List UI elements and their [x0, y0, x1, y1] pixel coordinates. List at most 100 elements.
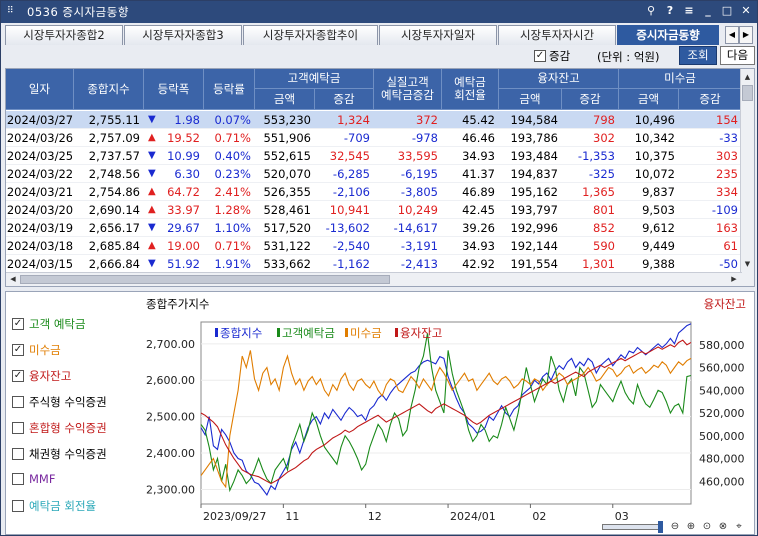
tab-market-investor-2[interactable]: 시장투자자종합2: [5, 25, 123, 45]
header-date[interactable]: 일자: [6, 69, 74, 110]
tab-market-investor-time[interactable]: 시장투자자시간: [498, 25, 616, 45]
cell-change: ▲ 19.52: [144, 129, 204, 147]
tab-market-investor-trend[interactable]: 시장투자자종합추이: [243, 25, 378, 45]
maximize-button[interactable]: □: [721, 4, 733, 17]
checkbox-unchecked-icon[interactable]: [12, 422, 24, 434]
menu-grid-icon[interactable]: ⠿: [7, 6, 14, 16]
header-credit-diff[interactable]: 증감: [562, 89, 619, 110]
table-row[interactable]: 2024/03/22 2,748.56 ▼ 6.30 0.23% 520,070 -6,28…: [6, 165, 742, 183]
settings-icon[interactable]: ≡: [684, 4, 694, 17]
minimize-button[interactable]: _: [705, 4, 711, 17]
table-row[interactable]: 2024/03/20 2,690.14 ▲ 33.97 1.28% 528,461 10,9…: [6, 201, 742, 219]
cell-dep-amt: 517,520: [263, 221, 311, 235]
tab-market-investor-daily[interactable]: 시장투자자일자: [379, 25, 497, 45]
series-toggle[interactable]: 예탁금 회전율: [12, 498, 96, 514]
series-toggle-label: 채권형 수익증권: [29, 447, 107, 461]
header-deposit-diff[interactable]: 증감: [315, 89, 374, 110]
series-toggle[interactable]: ✓ 미수금: [12, 342, 61, 358]
header-receivable-amount[interactable]: 금액: [619, 89, 679, 110]
zoom-out-icon[interactable]: ⊖: [670, 521, 680, 532]
header-receivable[interactable]: 미수금: [619, 69, 742, 89]
increase-checkbox[interactable]: ✓ 증감: [534, 48, 570, 64]
cell-real: 10,249: [397, 203, 438, 217]
zoom-slider[interactable]: [602, 521, 663, 533]
zoom-slider-thumb[interactable]: [658, 521, 663, 533]
horizontal-scrollbar[interactable]: ◀ ▶: [6, 272, 742, 286]
cell-rate: 1.28%: [214, 203, 251, 217]
cell-cred-diff: 852: [593, 221, 615, 235]
header-receivable-diff[interactable]: 증감: [679, 89, 742, 110]
line-chart[interactable]: 2,300.00 2,400.00 2,500.00 2,600.00 2,700.00…: [126, 312, 754, 536]
change-value: 19.00: [167, 239, 200, 253]
series-toggle[interactable]: ✓ 융자잔고: [12, 368, 71, 384]
cell-dep-amt: 520,070: [263, 167, 311, 181]
header-change[interactable]: 등락폭: [144, 69, 204, 110]
table-row[interactable]: 2024/03/19 2,656.17 ▼ 29.67 1.10% 517,520 -13,…: [6, 219, 742, 237]
header-credit[interactable]: 융자잔고: [499, 69, 619, 89]
header-index[interactable]: 종합지수: [74, 69, 144, 110]
zoom-fit-icon[interactable]: ⊗: [718, 521, 728, 532]
scroll-down-icon[interactable]: ▼: [744, 260, 751, 268]
header-rate[interactable]: 등락률: [204, 69, 255, 110]
checkbox-unchecked-icon[interactable]: [12, 473, 24, 485]
series-toggle[interactable]: 주식형 수익증권: [12, 394, 107, 410]
table-row[interactable]: 2024/03/25 2,737.57 ▼ 10.99 0.40% 552,615 32,5…: [6, 147, 742, 165]
next-button[interactable]: 다음: [720, 46, 755, 65]
window-title: 0536 증시자금동향: [27, 5, 129, 19]
change-value: 6.30: [174, 167, 200, 181]
unit-label: (단위 : 억원): [597, 50, 660, 64]
table-row[interactable]: 2024/03/15 2,666.84 ▼ 51.92 1.91% 533,662 -1,1…: [6, 255, 742, 273]
scroll-right-icon[interactable]: ▶: [731, 275, 737, 283]
crosshair-icon[interactable]: ⌖: [736, 521, 742, 532]
scroll-up-icon[interactable]: ▲: [744, 73, 751, 81]
cell-rec-diff: 163: [716, 221, 738, 235]
series-toggle[interactable]: 혼합형 수익증권: [12, 420, 107, 436]
checkbox-unchecked-icon[interactable]: [12, 448, 24, 460]
tab-market-investor-3[interactable]: 시장투자자종합3: [124, 25, 242, 45]
scroll-left-icon[interactable]: ◀: [10, 275, 16, 283]
zoom-in-icon[interactable]: ⊕: [686, 521, 696, 532]
header-deposit[interactable]: 고객예탁금: [255, 69, 374, 89]
cell-cred-amt: 191,554: [510, 257, 558, 271]
header-credit-amount[interactable]: 금액: [499, 89, 562, 110]
checkbox-checked-icon[interactable]: ✓: [12, 344, 24, 356]
close-button[interactable]: ✕: [741, 4, 751, 17]
query-button[interactable]: 조회: [679, 46, 717, 65]
checkbox-unchecked-icon[interactable]: [12, 500, 24, 512]
cell-turn: 42.45: [462, 203, 495, 217]
checkbox-checked-icon[interactable]: ✓: [534, 50, 546, 62]
tab-prev-icon[interactable]: ◀: [725, 26, 739, 44]
table-row[interactable]: 2024/03/21 2,754.86 ▲ 64.72 2.41% 526,355 -2,1…: [6, 183, 742, 201]
x-axis-tick: 12: [368, 510, 382, 523]
tab-scroll-arrows: ◀ ▶: [725, 26, 753, 44]
tab-fund-trend[interactable]: 증시자금동향: [617, 25, 719, 45]
change-value: 29.67: [167, 221, 200, 235]
table-row[interactable]: 2024/03/27 2,755.11 ▼ 1.98 0.07% 553,230 1,324…: [6, 111, 742, 129]
tab-next-icon[interactable]: ▶: [739, 26, 753, 44]
cell-change: ▲ 33.97: [144, 201, 204, 219]
checkbox-unchecked-icon[interactable]: [12, 396, 24, 408]
zoom-reset-icon[interactable]: ⊙: [702, 521, 712, 532]
cell-rec-amt: 9,503: [642, 203, 675, 217]
header-deposit-amount[interactable]: 금액: [255, 89, 315, 110]
scroll-thumb[interactable]: [742, 85, 753, 101]
table-row[interactable]: 2024/03/18 2,685.84 ▲ 19.00 0.71% 531,122 -2,5…: [6, 237, 742, 255]
vertical-scrollbar[interactable]: ▲ ▼: [740, 69, 754, 286]
series-toggle[interactable]: MMF: [12, 472, 55, 486]
header-real-deposit[interactable]: 실질고객 예탁금증감: [374, 69, 442, 110]
series-toggle[interactable]: 채권형 수익증권: [12, 446, 107, 462]
cell-turn: 46.89: [462, 185, 495, 199]
table-row[interactable]: 2024/03/26 2,757.09 ▲ 19.52 0.71% 551,906 -709…: [6, 129, 742, 147]
series-toggle[interactable]: ✓ 고객 예탁금: [12, 316, 86, 332]
pin-icon[interactable]: ⚲: [646, 4, 656, 17]
header-turnover[interactable]: 예탁금 회전율: [442, 69, 499, 110]
help-icon[interactable]: ?: [666, 4, 674, 17]
legend-entry: 종합지수: [220, 326, 262, 340]
cell-rec-amt: 9,388: [642, 257, 675, 271]
checkbox-checked-icon[interactable]: ✓: [12, 318, 24, 330]
cell-rec-amt: 9,449: [642, 239, 675, 253]
cell-cred-amt: 195,162: [510, 185, 558, 199]
checkbox-checked-icon[interactable]: ✓: [12, 370, 24, 382]
cell-rate: 0.23%: [214, 167, 251, 181]
hscroll-thumb[interactable]: [20, 275, 390, 284]
